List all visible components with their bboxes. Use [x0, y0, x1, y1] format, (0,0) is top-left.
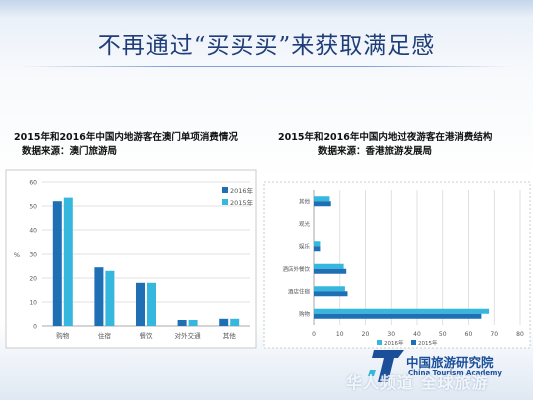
hbar-2015-0	[314, 313, 482, 319]
hbar-2016-0	[314, 308, 490, 314]
bar-2016-2	[136, 282, 145, 326]
x-tick-label: 60	[465, 331, 473, 338]
bar-2016-1	[94, 267, 104, 326]
x-category-label: 住宿	[98, 331, 112, 340]
y-category-label: 酒店住宿	[288, 287, 311, 295]
x-category-label: 购物	[56, 331, 70, 340]
hbar-2015-3	[314, 246, 321, 252]
hbar-2016-1	[314, 286, 345, 292]
hbar-2015-2	[314, 268, 347, 274]
y-category-label: 购物	[299, 310, 311, 318]
y-tick-label: 10	[29, 300, 37, 307]
bar-2015-3	[188, 320, 198, 326]
legend-swatch-2016	[377, 340, 382, 345]
y-category-label: 观光	[299, 220, 311, 228]
y-category-label: 娱乐	[299, 242, 311, 250]
site-watermark: 华人频道 全球旅游	[346, 373, 489, 392]
title-divider	[20, 66, 513, 67]
x-category-label: 餐饮	[140, 331, 154, 340]
left-chart-frame	[5, 169, 257, 349]
slide-title: 不再通过“买买买”来获取满足感	[97, 33, 436, 59]
x-category-label: 对外交通	[175, 331, 202, 340]
hbar-2016-3	[314, 241, 321, 247]
hongkong-consumption-chart: 0 10 20 30 40 50 60 70 80 购物 酒店住宿 酒店外餐饮 娱乐 观光 其他 2016年 2…	[263, 181, 531, 349]
y-tick-label: 40	[29, 228, 37, 235]
legend-swatch-2015	[411, 340, 416, 345]
left-chart-title: 2015年和2016年中国内地游客在澳门单项消费情况	[14, 132, 238, 143]
y-tick-label: 60	[29, 180, 37, 187]
right-chart-source: 数据来源：香港旅游发展局	[318, 146, 433, 157]
bar-2015-4	[230, 318, 240, 326]
hbar-2016-5	[314, 196, 330, 202]
hbar-2016-2	[314, 263, 344, 269]
y-axis-label: %	[14, 251, 20, 259]
right-chart-frame	[263, 181, 531, 349]
y-category-label: 酒店外餐饮	[282, 265, 310, 273]
academy-logo-english: China Tourism Academy	[408, 369, 502, 377]
legend-label: 2015年	[418, 339, 438, 347]
legend-swatch-2015	[222, 199, 228, 205]
bar-2015-0	[63, 197, 73, 326]
right-chart-title: 2015年和2016年中国内地过夜游客在港消费结构	[278, 132, 493, 143]
academy-logo: 中国旅游研究院 China Tourism Academy	[368, 348, 528, 398]
bar-2016-4	[219, 318, 229, 326]
x-tick-label: 80	[516, 331, 524, 338]
x-tick-label: 70	[490, 331, 498, 338]
y-tick-label: 0	[33, 324, 37, 331]
macau-consumption-chart: 0 10 20 30 40 50 60% 购物 住宿 餐饮 对外交通 其他 2016年 2015年	[5, 169, 257, 349]
legend-label: 2016年	[384, 339, 404, 347]
y-tick-label: 30	[29, 252, 37, 259]
bar-2016-0	[52, 201, 62, 326]
x-tick-label: 20	[362, 331, 370, 338]
bar-2015-1	[105, 270, 115, 326]
x-tick-label: 0	[312, 331, 316, 338]
legend-swatch-2016	[222, 187, 228, 193]
bar-2016-3	[177, 320, 187, 326]
hbar-2015-1	[314, 291, 348, 297]
hbar-2015-5	[314, 201, 331, 207]
academy-logo-name: 中国旅游研究院	[406, 355, 494, 370]
legend-label: 2015年	[230, 198, 254, 207]
slide-top-band	[0, 0, 533, 18]
academy-logo-mark-icon	[368, 350, 404, 382]
legend-label: 2016年	[230, 186, 254, 195]
x-tick-label: 10	[336, 331, 344, 338]
x-category-label: 其他	[223, 331, 237, 340]
x-tick-label: 30	[387, 331, 395, 338]
x-tick-label: 50	[439, 331, 447, 338]
x-tick-label: 40	[413, 331, 421, 338]
left-chart-source: 数据来源：澳门旅游局	[22, 146, 118, 157]
y-category-label: 其他	[299, 197, 311, 205]
bar-2015-2	[147, 282, 156, 326]
y-tick-label: 20	[29, 276, 37, 283]
y-tick-label: 50	[29, 204, 37, 211]
